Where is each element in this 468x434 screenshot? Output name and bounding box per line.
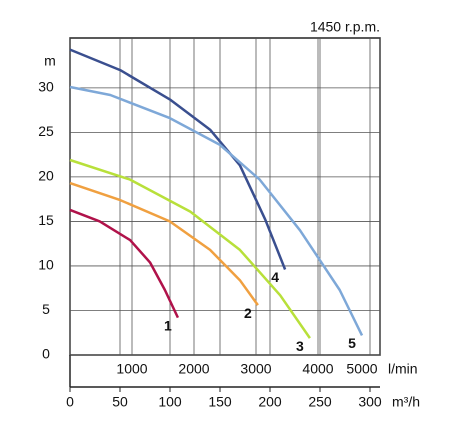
x-tick-label: 4000 [302,361,333,377]
x2-tick-label: 300 [358,394,382,410]
y-tick-label: 20 [38,168,54,184]
x2-tick-label: 50 [112,394,128,410]
curve [69,181,259,306]
curve [69,85,364,336]
y-tick-label: 0 [42,346,50,362]
y-tick-label: 25 [38,123,54,139]
y-axis-label: m [44,53,56,69]
curve [69,158,311,339]
chart-title: 1450 r.p.m. [310,19,380,35]
curve-label: 5 [348,335,356,351]
curve-label: 2 [244,305,252,321]
plot-frame [69,37,381,356]
curve-label: 3 [296,338,304,354]
y-tick-label: 10 [38,257,54,273]
curve-label: 1 [164,317,172,333]
curve [69,208,180,319]
x-tick-label: 2000 [178,361,209,377]
x2-tick-label: 200 [258,394,282,410]
curve-label: 4 [271,269,279,285]
x2-tick-label: 250 [308,394,332,410]
x2-tick-label: 0 [66,394,74,410]
x2-tick-label: 150 [208,394,232,410]
y-tick-label: 30 [38,79,54,95]
y-tick-label: 15 [38,212,54,228]
x2-axis-label: m³/h [392,394,420,410]
x2-tick-label: 100 [158,394,182,410]
y-tick-label: 5 [42,301,50,317]
x-axis-label: l/min [388,361,418,377]
x-tick-label: 3000 [240,361,271,377]
curve [69,48,287,270]
x-tick-label: 1000 [116,361,147,377]
x-tick-label: 5000 [346,361,377,377]
